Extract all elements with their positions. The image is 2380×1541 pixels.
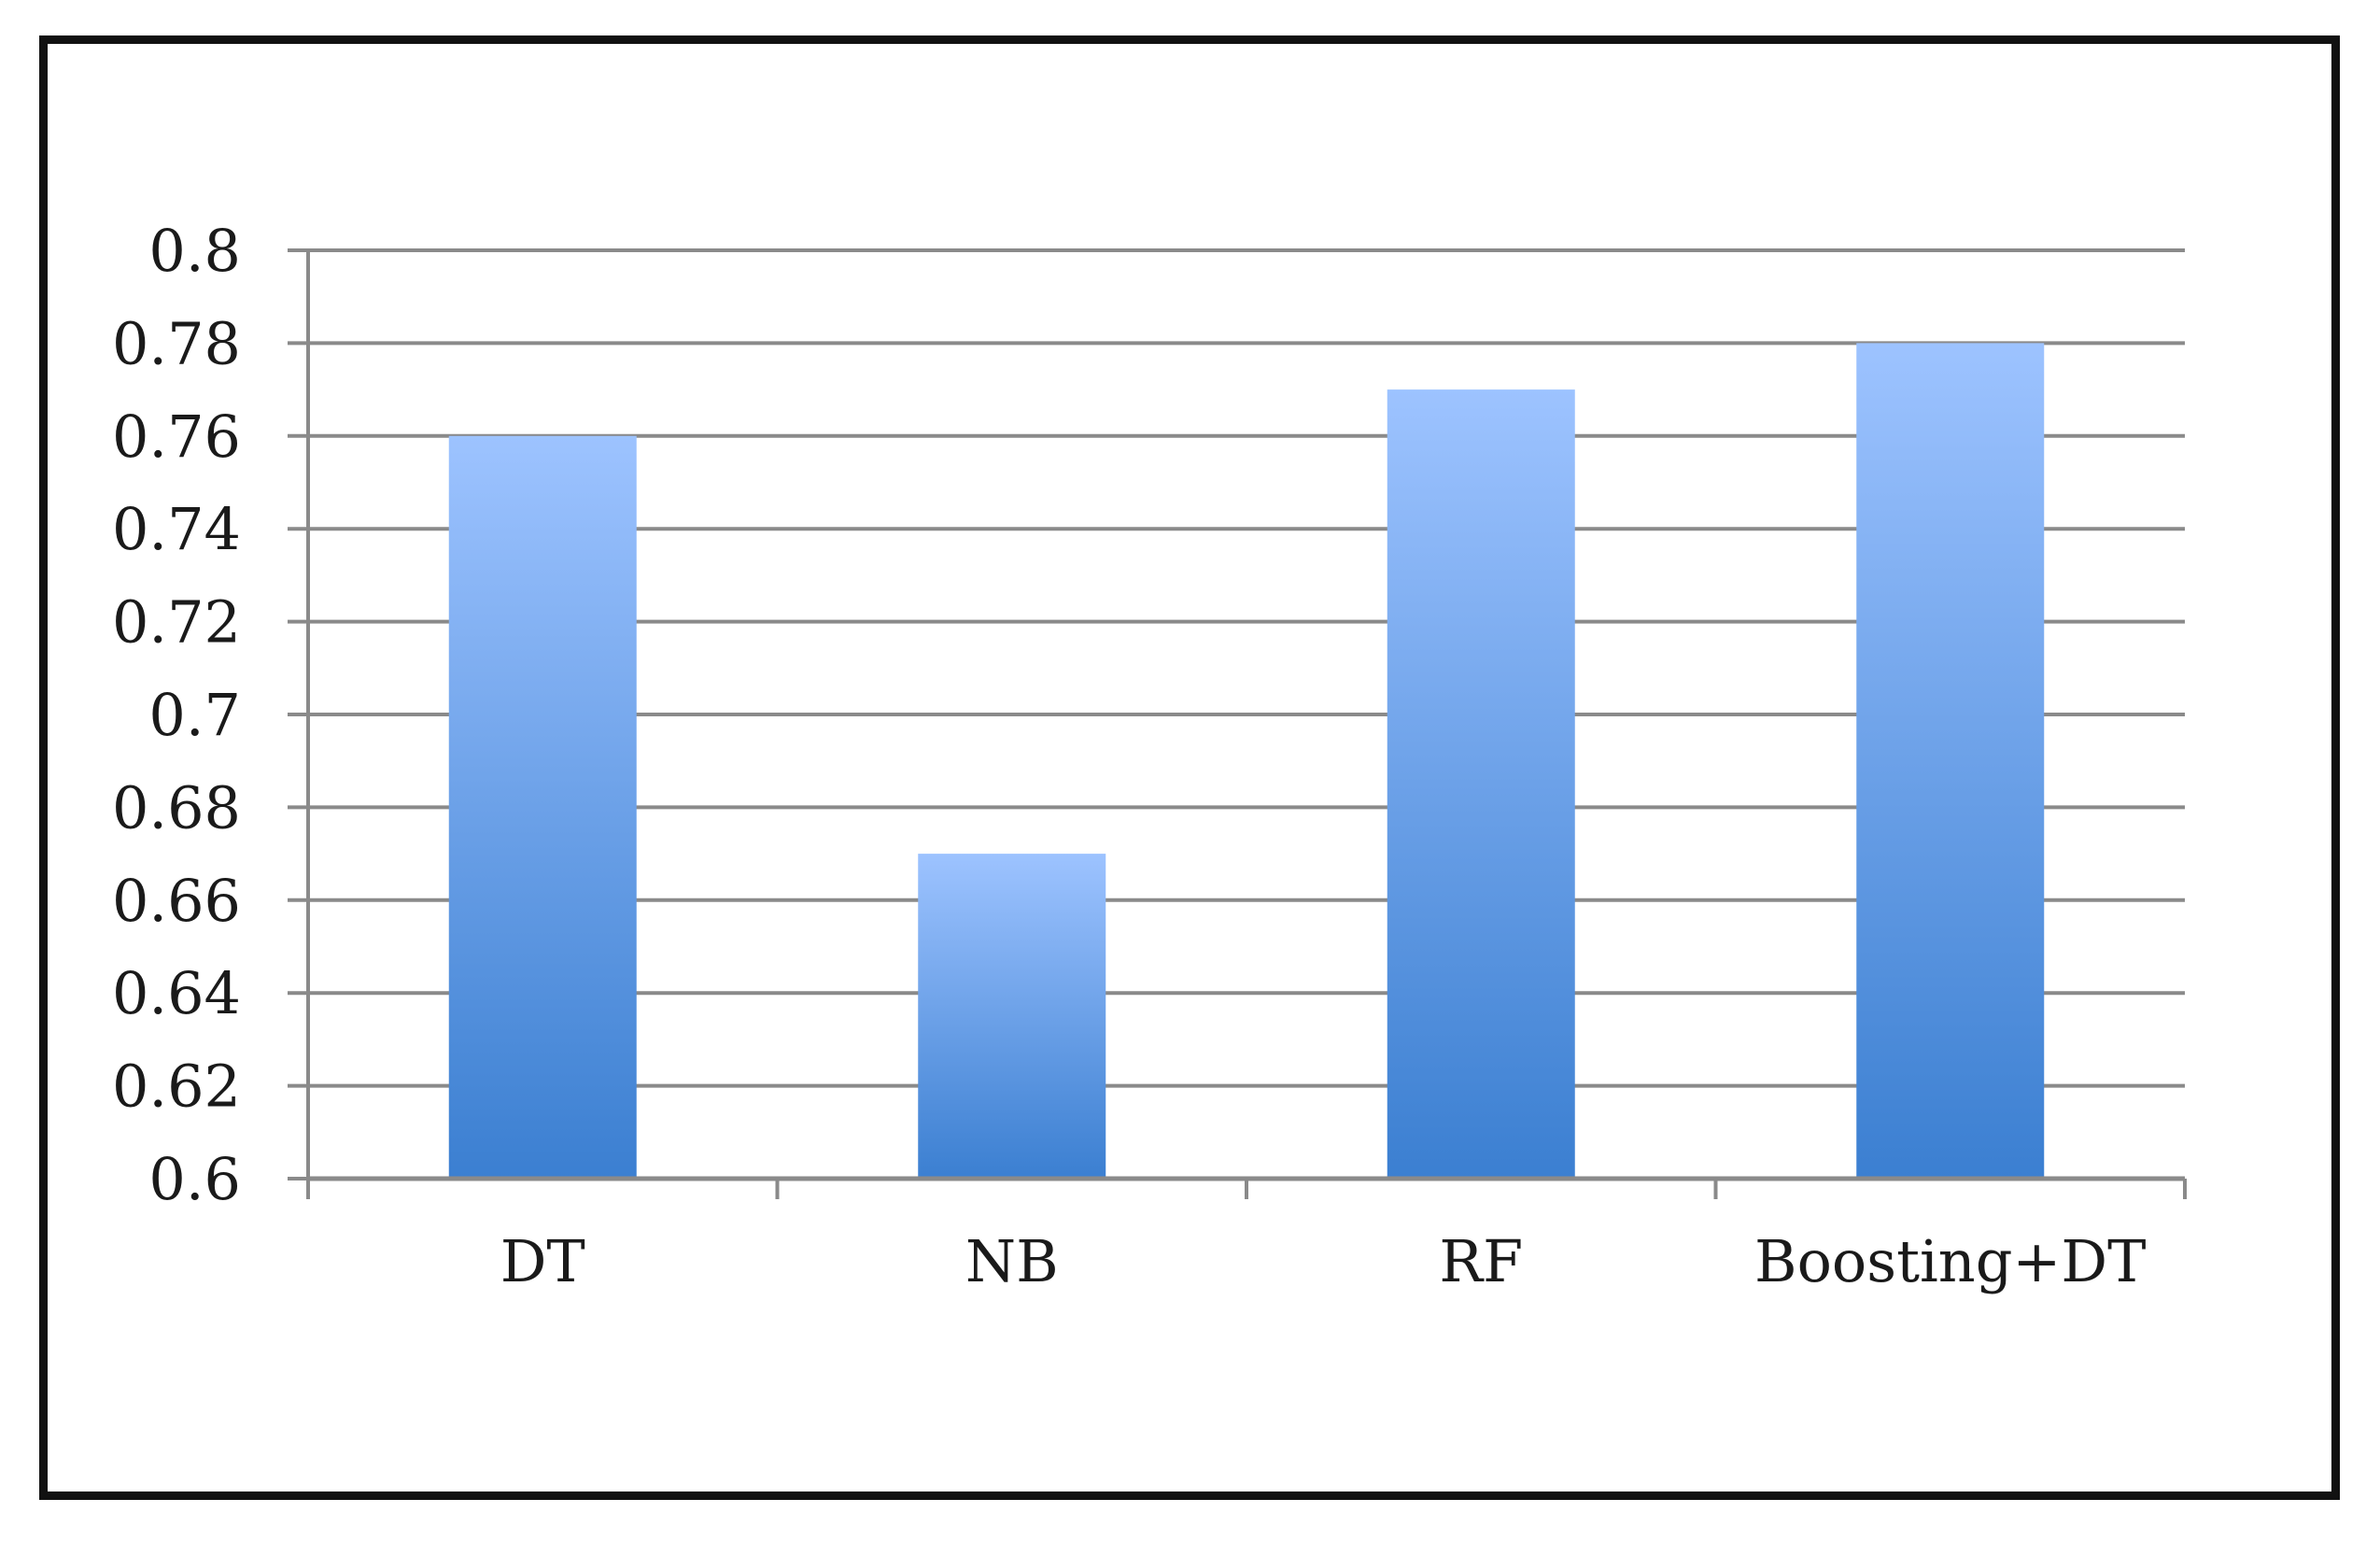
bar-dt (448, 435, 637, 1179)
bar-boosting-dt (1856, 343, 2045, 1179)
y-tick-label: 0.76 (112, 403, 241, 471)
x-category-label: Boosting+DT (1754, 1227, 2146, 1295)
y-tick-label: 0.64 (112, 959, 241, 1027)
bar-rf (1387, 389, 1575, 1180)
y-tick-label: 0.62 (112, 1053, 241, 1121)
x-category-label: NB (965, 1227, 1059, 1295)
labels: 0.6 0.62 0.64 0.66 0.68 0.7 0.72 0.74 0.76 0.78 0.… (112, 217, 2147, 1295)
bar-nb (918, 854, 1106, 1179)
axes (288, 248, 2187, 1199)
x-category-label: DT (500, 1227, 585, 1295)
y-tick-label: 0.7 (148, 681, 241, 749)
y-tick-label: 0.72 (112, 588, 241, 657)
y-tick-label: 0.68 (112, 773, 241, 841)
y-tick-label: 0.8 (148, 217, 241, 285)
y-tick-label: 0.78 (112, 309, 241, 377)
y-tick-label: 0.66 (112, 867, 241, 935)
bars (448, 343, 2045, 1180)
y-tick-label: 0.74 (112, 495, 241, 563)
y-tick-label: 0.6 (148, 1145, 241, 1213)
x-category-label: RF (1439, 1227, 1523, 1295)
